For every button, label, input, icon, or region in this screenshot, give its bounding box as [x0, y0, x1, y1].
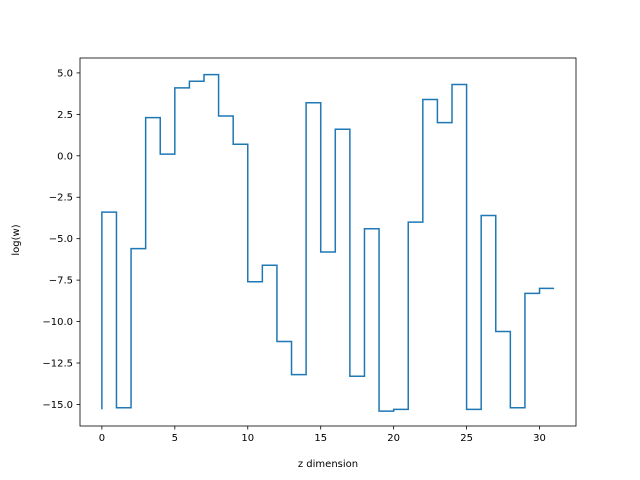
x-axis-ticks: 0 5 10 15 20 25 30 — [99, 426, 546, 444]
x-tick-label: 25 — [460, 433, 473, 444]
x-tick-label: 15 — [314, 433, 327, 444]
x-tick-label: 20 — [387, 433, 400, 444]
y-axis-label: log(w) — [11, 224, 22, 255]
y-tick-label: 5.0 — [57, 68, 73, 79]
series-line — [101, 73, 555, 412]
x-axis-label: z dimension — [298, 459, 358, 470]
x-tick-label: 5 — [172, 433, 178, 444]
y-tick-label: −7.5 — [49, 276, 73, 287]
series-layer — [101, 73, 555, 412]
y-tick-label: 0.0 — [57, 151, 73, 162]
y-axis-ticks: −15.0 −12.5 −10.0 −7.5 −5.0 −2.5 0.0 2.5 5.0 — [42, 68, 80, 411]
y-tick-label: −2.5 — [49, 193, 73, 204]
axes-frame — [79, 57, 577, 427]
plot-area — [79, 57, 577, 427]
y-tick-label: −15.0 — [42, 400, 73, 411]
y-tick-label: 2.5 — [57, 110, 73, 121]
y-tick-label: −10.0 — [42, 317, 73, 328]
y-tick-label: −12.5 — [42, 359, 73, 370]
y-tick-label: −5.0 — [49, 234, 73, 245]
x-tick-label: 10 — [241, 433, 254, 444]
x-tick-label: 0 — [99, 433, 105, 444]
plot-background — [80, 58, 576, 426]
x-tick-label: 30 — [533, 433, 546, 444]
